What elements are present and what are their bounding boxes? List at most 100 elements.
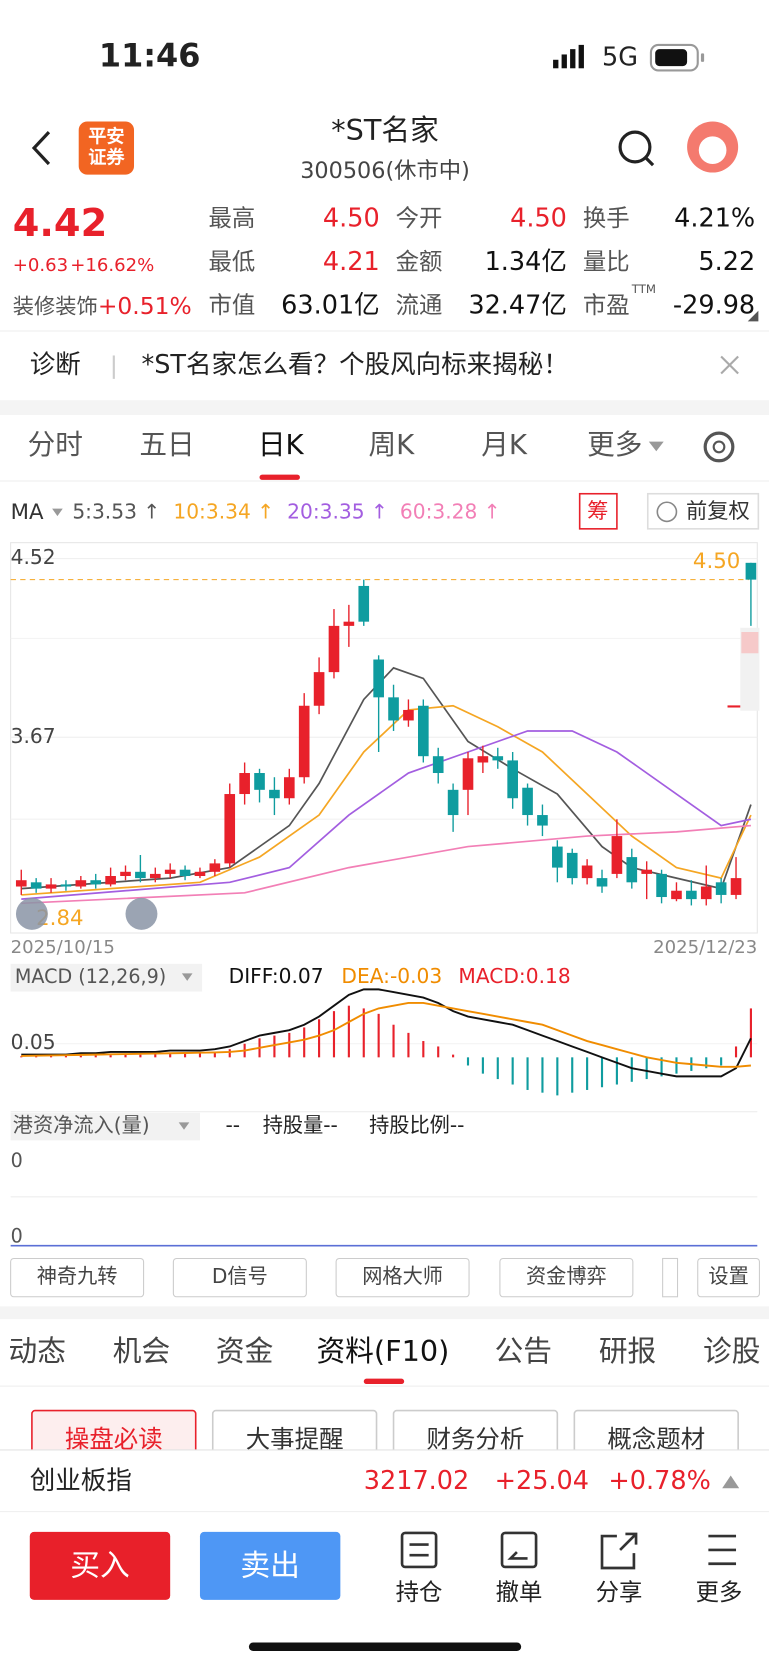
macd-line bbox=[21, 1002, 752, 1068]
hk-title: 港资净流入(量) bbox=[13, 1113, 150, 1137]
macd-bar bbox=[347, 1005, 350, 1058]
index-value: 3217.02 bbox=[364, 1466, 470, 1496]
tool-button[interactable] bbox=[662, 1257, 679, 1298]
macd-bar bbox=[630, 1057, 633, 1082]
candle-body bbox=[328, 625, 340, 673]
ma-legend[interactable]: 20:3.35 ↑ bbox=[287, 499, 388, 523]
macd-bar bbox=[213, 1051, 216, 1058]
tool-button[interactable] bbox=[697, 1257, 760, 1298]
index-bar[interactable] bbox=[0, 1449, 769, 1512]
macd-bar bbox=[541, 1057, 544, 1093]
candle-body bbox=[566, 852, 578, 879]
buy-label: 买入 bbox=[70, 1548, 130, 1583]
macd-bar bbox=[184, 1053, 187, 1058]
info-tab[interactable]: 动态 bbox=[9, 1334, 66, 1368]
macd-bar bbox=[273, 1035, 276, 1058]
search-button[interactable] bbox=[618, 130, 655, 167]
info-button-label: 操盘必读 bbox=[65, 1424, 163, 1453]
info-button-label: 财务分析 bbox=[427, 1424, 525, 1453]
info-tab[interactable]: 资金 bbox=[216, 1334, 273, 1368]
ma-legend[interactable]: 10:3.34 ↑ bbox=[173, 499, 274, 523]
home-indicator bbox=[248, 1642, 522, 1651]
quote-value: -29.98 bbox=[673, 291, 755, 321]
macd-title: MACD (12,26,9) bbox=[15, 965, 166, 988]
chip-box[interactable] bbox=[578, 492, 618, 530]
y-tick-label: 3.67 bbox=[11, 724, 56, 748]
macd-bar bbox=[615, 1057, 618, 1085]
status-time: 11:46 bbox=[99, 37, 201, 75]
adjust-box[interactable] bbox=[646, 492, 760, 530]
action-label[interactable]: 持仓 bbox=[396, 1578, 443, 1606]
last-price: 4.42 bbox=[13, 201, 107, 246]
buy-button[interactable] bbox=[29, 1531, 171, 1600]
candle-body bbox=[596, 878, 608, 887]
y-tick-label: 4.52 bbox=[11, 545, 56, 569]
quote-value: 4.21% bbox=[674, 203, 755, 233]
tool-button[interactable] bbox=[499, 1257, 634, 1298]
info-tab[interactable]: 研报 bbox=[599, 1334, 656, 1368]
candle-body bbox=[552, 846, 563, 868]
macd-bar bbox=[481, 1057, 484, 1074]
banner-text[interactable]: *ST名家怎么看？个股风向标来揭秘！ bbox=[141, 350, 568, 380]
candle-body bbox=[254, 773, 265, 790]
period-tab[interactable]: 五日 bbox=[139, 428, 194, 461]
candle-body bbox=[671, 890, 682, 900]
info-icon bbox=[656, 501, 678, 523]
stock-subtitle: 300506(休市中) bbox=[300, 158, 470, 184]
index-name: 创业板指 bbox=[30, 1466, 132, 1496]
avatar-button[interactable] bbox=[687, 121, 739, 173]
sell-button[interactable] bbox=[199, 1531, 341, 1600]
expand-arrow[interactable] bbox=[722, 1475, 740, 1489]
ma-line bbox=[21, 824, 751, 905]
macd-chip[interactable] bbox=[10, 963, 203, 992]
period-tab[interactable]: 日K bbox=[258, 428, 305, 461]
broker-logo[interactable] bbox=[78, 121, 135, 175]
tool-button[interactable] bbox=[172, 1257, 307, 1298]
signal-icon bbox=[553, 44, 584, 69]
candle-body bbox=[373, 659, 384, 698]
banner-close[interactable] bbox=[720, 355, 739, 375]
quote-label: 最高 bbox=[208, 204, 255, 232]
candle-body bbox=[15, 880, 27, 887]
period-tab[interactable]: 周K bbox=[369, 428, 416, 461]
action-label[interactable]: 撤单 bbox=[496, 1578, 543, 1606]
tool-button[interactable] bbox=[335, 1257, 470, 1298]
macd-bar bbox=[556, 1057, 559, 1096]
quote-value: 32.47亿 bbox=[468, 291, 567, 321]
macd-bar bbox=[154, 1054, 157, 1058]
candle-body bbox=[522, 787, 533, 816]
expand-buttons[interactable] bbox=[15, 897, 158, 930]
tool-button[interactable] bbox=[10, 1257, 145, 1298]
info-tab[interactable]: 诊股 bbox=[703, 1334, 760, 1368]
settings-button[interactable] bbox=[703, 431, 735, 463]
macd-bar bbox=[452, 1054, 455, 1058]
action-label[interactable]: 分享 bbox=[596, 1578, 643, 1606]
candle-body bbox=[60, 884, 72, 887]
macd-bar bbox=[20, 1056, 23, 1058]
info-tab[interactable]: 机会 bbox=[113, 1334, 170, 1368]
candle-body bbox=[418, 705, 429, 757]
quote-label: 金额 bbox=[396, 247, 443, 275]
info-tab[interactable]: 公告 bbox=[495, 1334, 552, 1368]
period-tab[interactable]: 更多 bbox=[587, 428, 642, 461]
period-tab[interactable]: 分时 bbox=[28, 428, 83, 461]
macd-legend: DEA:-0.03 bbox=[341, 964, 442, 988]
sell-label: 卖出 bbox=[240, 1548, 300, 1583]
candle-body bbox=[313, 672, 325, 706]
candle-body bbox=[194, 871, 206, 877]
macd-bar bbox=[645, 1057, 648, 1080]
macd-bar bbox=[79, 1055, 82, 1058]
action-label[interactable]: 更多 bbox=[696, 1578, 743, 1606]
macd-bar bbox=[720, 1057, 723, 1066]
battery-icon bbox=[649, 43, 705, 72]
period-tab[interactable]: 月K bbox=[481, 428, 528, 461]
hk-chip[interactable] bbox=[10, 1112, 200, 1141]
info-tab[interactable]: 资料(F10) bbox=[316, 1334, 449, 1368]
ma-legend[interactable]: 60:3.28 ↑ bbox=[400, 499, 501, 523]
back-button[interactable] bbox=[31, 131, 51, 166]
sector-change: +0.51% bbox=[98, 292, 192, 320]
quote-label: 最低 bbox=[208, 247, 255, 275]
ma-legend[interactable]: 5:3.53 ↑ bbox=[72, 499, 160, 523]
quote-value: 4.50 bbox=[323, 203, 380, 233]
indicator-name[interactable]: MA bbox=[11, 500, 44, 525]
